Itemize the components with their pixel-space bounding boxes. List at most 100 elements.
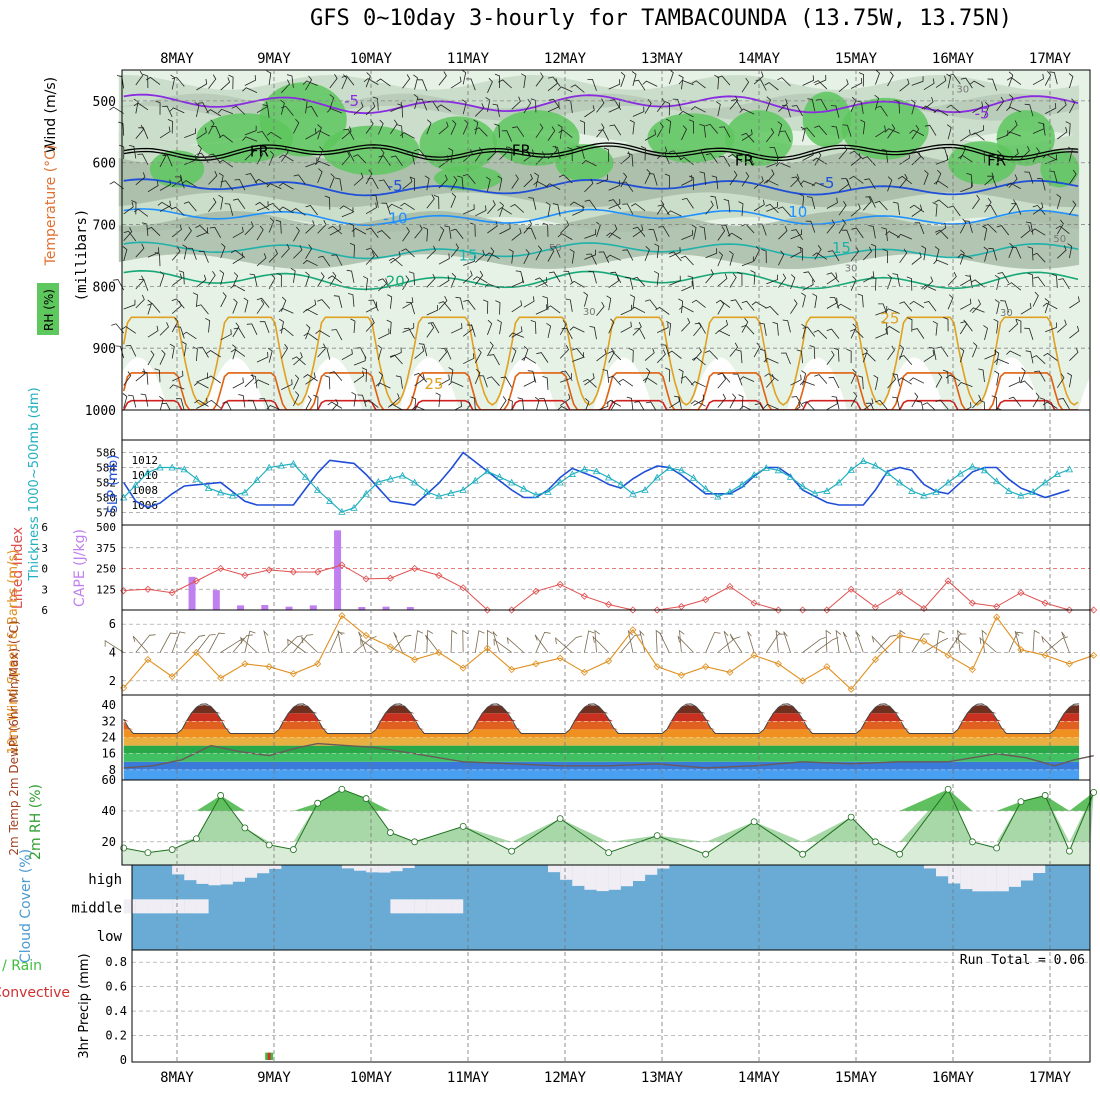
upper-wind-barb (281, 379, 293, 390)
upper-wind-barb (238, 394, 246, 408)
upper-wind-barb (462, 270, 473, 284)
upper-wind-barb (969, 80, 985, 88)
upper-wind-barb (681, 125, 687, 141)
isotherm-line (123, 208, 1079, 226)
upper-wind-barb (803, 271, 816, 283)
thickness-marker (471, 476, 479, 484)
upper-wind-barb (159, 200, 171, 212)
upper-wind-barb (1057, 126, 1068, 140)
surface-wind-barb (360, 638, 379, 653)
upper-wind-barb (187, 247, 197, 260)
upper-wind-barb (243, 297, 249, 313)
upper-wind-barb (923, 170, 929, 186)
surface-wind-barb (104, 639, 124, 653)
upper-wind-barb (983, 223, 997, 233)
upper-wind-barb (935, 222, 947, 236)
upper-wind-barb (864, 178, 876, 190)
upper-wind-barb (492, 103, 500, 117)
upper-wind-barb (109, 106, 124, 114)
upper-wind-barb (218, 159, 234, 168)
upper-wind-barb (1008, 94, 1014, 110)
isotherm-line (123, 178, 1079, 197)
upper-wind-barb (1020, 367, 1026, 383)
thickness-marker (338, 508, 346, 515)
upper-wind-barb (933, 259, 949, 265)
surface-wind-barb (802, 636, 826, 653)
upper-wind-barb (402, 226, 410, 242)
upper-wind-barb (245, 173, 258, 184)
upper-wind-barb (353, 154, 367, 164)
upper-wind-barb (875, 125, 886, 138)
upper-wind-barb (125, 345, 137, 357)
upper-wind-barb (873, 374, 879, 390)
li-marker (1090, 606, 1098, 614)
upper-wind-barb (874, 200, 888, 211)
upper-wind-barb (923, 350, 935, 362)
upper-wind-barb (921, 105, 937, 113)
wind-speed-marker (1041, 651, 1049, 659)
thickness-marker (714, 492, 722, 500)
upper-wind-barb (865, 196, 876, 208)
cloud-high-block (1020, 865, 1034, 881)
upper-wind-barb (327, 275, 343, 284)
upper-wind-barb (607, 350, 622, 361)
thickness-line (123, 460, 1070, 513)
upper-wind-barb (608, 199, 622, 210)
upper-wind-barb (584, 105, 595, 118)
upper-wind-barb (984, 197, 992, 213)
upper-wind-barb (184, 128, 196, 138)
upper-wind-barb (401, 248, 415, 258)
upper-wind-barb (912, 328, 925, 339)
upper-wind-barb (171, 224, 182, 238)
upper-wind-barb (620, 71, 626, 88)
upper-wind-barb (881, 148, 888, 163)
upper-wind-barb (548, 98, 561, 110)
surface-wind-barb (825, 629, 832, 653)
upper-wind-barb (329, 271, 337, 287)
wind-speed-marker (168, 673, 176, 681)
li-marker (726, 582, 734, 591)
upper-wind-barb (907, 317, 913, 332)
upper-wind-barb (571, 348, 585, 358)
upper-wind-barb (996, 96, 1005, 112)
upper-wind-barb (305, 244, 313, 260)
upper-wind-barb (1032, 202, 1044, 215)
upper-wind-barb (959, 347, 965, 363)
upper-wind-barb (678, 305, 694, 313)
upper-wind-barb (664, 101, 670, 116)
precip-convective-bar (267, 1052, 271, 1060)
upper-wind-barb (881, 227, 888, 241)
surface-wind-barb (159, 632, 177, 653)
upper-wind-barb (1069, 347, 1079, 361)
thickness-marker (459, 486, 467, 493)
upper-wind-barb (535, 151, 545, 165)
upper-wind-barb (171, 298, 185, 309)
upper-wind-barb (1008, 174, 1018, 188)
upper-wind-barb (469, 396, 476, 411)
surface-wind-barb (280, 635, 303, 653)
upper-wind-barb (857, 293, 864, 308)
upper-wind-barb (696, 149, 706, 162)
upper-wind-barb (355, 347, 367, 359)
upper-wind-barb (402, 323, 415, 333)
wind-speed-marker (629, 626, 637, 634)
upper-wind-barb (814, 74, 827, 86)
upper-wind-barb (146, 226, 161, 236)
wind-speed-marker (265, 663, 273, 671)
upper-wind-barb (741, 77, 750, 93)
upper-wind-barb (366, 227, 379, 238)
upper-wind-barb (389, 354, 403, 365)
wind-speed-marker (314, 660, 322, 668)
side-label-wind: Wind (m/s) (43, 77, 59, 153)
thickness-marker (750, 471, 758, 478)
rh-high-patch (419, 116, 498, 172)
upper-wind-barb (135, 124, 144, 139)
upper-wind-barb (935, 372, 943, 388)
thickness-marker (604, 473, 613, 481)
cloud-high-block (584, 865, 597, 890)
upper-wind-barb (363, 78, 379, 85)
wind-speed-marker (993, 613, 1001, 621)
wind-speed-marker (289, 670, 297, 678)
upper-wind-barb (195, 225, 209, 235)
upper-wind-barb (291, 356, 306, 366)
